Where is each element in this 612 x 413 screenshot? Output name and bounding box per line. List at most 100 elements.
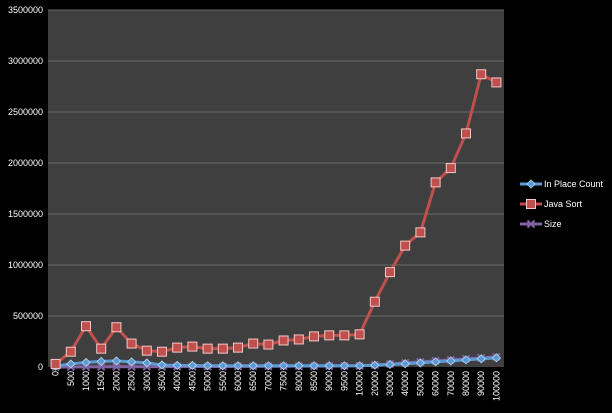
data-point <box>431 357 441 367</box>
data-point <box>400 240 411 251</box>
y-axis-tick-labels: 0 500000 1000000 1500000 2000000 2500000 30000… <box>8 5 43 372</box>
legend-label: Java Sort <box>544 199 583 209</box>
series-in-place-count <box>51 353 501 371</box>
legend-item: Java Sort <box>520 199 583 209</box>
data-point <box>430 177 441 188</box>
data-point <box>141 345 152 356</box>
x-tick-label: 3500 <box>157 371 167 391</box>
data-point <box>324 330 335 341</box>
x-tick-label: 80000 <box>461 371 471 396</box>
data-point <box>157 346 167 357</box>
x-tick-label: 7000 <box>263 371 273 391</box>
data-point <box>202 343 213 354</box>
data-point <box>324 361 334 371</box>
data-point <box>355 361 365 371</box>
data-point <box>461 128 471 139</box>
data-point <box>111 322 122 333</box>
x-tick-label: 100000 <box>491 371 501 401</box>
x-tick-label: 50000 <box>415 371 425 396</box>
data-point <box>370 360 380 370</box>
gridlines <box>48 9 504 317</box>
legend: In Place Count Java Sort Size <box>520 179 604 229</box>
y-tick-label: 2500000 <box>8 107 43 117</box>
x-tick-label: 9000 <box>324 371 334 391</box>
x-tick-label: 20000 <box>370 371 380 396</box>
x-tick-label: 5000 <box>203 371 213 391</box>
x-tick-label: 30000 <box>385 371 395 396</box>
data-point <box>112 362 121 372</box>
x-tick-label: 3000 <box>142 371 152 391</box>
data-point <box>172 360 182 371</box>
data-point <box>415 227 426 238</box>
legend-label: In Place Count <box>544 179 604 189</box>
x-tick-label: 5500 <box>218 371 228 391</box>
x-tick-label: 8000 <box>294 371 304 391</box>
data-point <box>96 362 106 372</box>
data-point <box>476 69 487 80</box>
data-point <box>461 355 471 365</box>
x-tick-label: 6000 <box>233 371 243 391</box>
data-point <box>127 357 137 367</box>
legend-item: Size <box>520 219 562 229</box>
x-axis-tick-labels: 0 500 1000 1500 2000 2500 3000 3500 4000 4500 5000… <box>51 371 502 401</box>
data-point <box>96 343 107 354</box>
x-tick-label: 4000 <box>172 371 182 391</box>
data-point <box>126 338 137 349</box>
data-point <box>66 359 76 369</box>
data-point <box>354 329 365 340</box>
data-point <box>187 360 197 371</box>
x-tick-label: 1500 <box>96 371 106 391</box>
data-point <box>127 362 136 371</box>
data-point <box>50 358 61 369</box>
legend-marker <box>526 219 536 229</box>
y-tick-label: 1500000 <box>8 209 43 219</box>
legend-marker <box>526 199 536 209</box>
x-tick-label: 0 <box>51 371 61 376</box>
x-tick-label: 60000 <box>431 371 441 396</box>
data-point <box>81 357 91 367</box>
data-point <box>263 339 274 350</box>
legend-label: Size <box>544 219 562 229</box>
x-tick-label: 70000 <box>446 371 456 396</box>
plot-area <box>48 10 504 367</box>
legend-item: In Place Count <box>520 179 604 189</box>
x-tick-label: 2500 <box>127 371 137 391</box>
legend-marker <box>526 179 536 189</box>
data-point <box>415 358 425 368</box>
y-tick-label: 500000 <box>13 311 43 321</box>
x-tick-label: 4500 <box>187 371 197 391</box>
data-point <box>218 361 228 371</box>
data-point <box>369 296 380 307</box>
data-point <box>96 356 106 366</box>
data-point <box>309 331 319 342</box>
data-point <box>339 330 350 341</box>
data-point <box>81 321 91 332</box>
data-point <box>400 359 410 369</box>
data-point <box>65 346 76 357</box>
data-point <box>248 361 258 371</box>
data-point <box>278 335 289 346</box>
x-tick-label: 90000 <box>476 371 486 396</box>
series-group <box>50 69 502 372</box>
data-point <box>217 343 228 354</box>
data-point <box>293 334 304 345</box>
data-point <box>491 77 502 88</box>
data-point <box>309 361 319 371</box>
data-point <box>233 342 243 353</box>
y-tick-label: 3500000 <box>8 5 43 15</box>
x-tick-label: 10000 <box>355 371 365 396</box>
x-tick-label: 40000 <box>400 371 410 396</box>
data-point <box>233 361 243 371</box>
data-point <box>385 267 395 278</box>
x-tick-label: 1000 <box>81 371 91 391</box>
data-point <box>187 341 198 352</box>
y-tick-label: 3000000 <box>8 56 43 66</box>
data-point <box>476 354 486 364</box>
data-point <box>203 361 213 371</box>
x-tick-label: 7500 <box>279 371 289 391</box>
y-tick-label: 0 <box>38 362 43 372</box>
x-tick-label: 8500 <box>309 371 319 391</box>
data-point <box>294 361 304 371</box>
